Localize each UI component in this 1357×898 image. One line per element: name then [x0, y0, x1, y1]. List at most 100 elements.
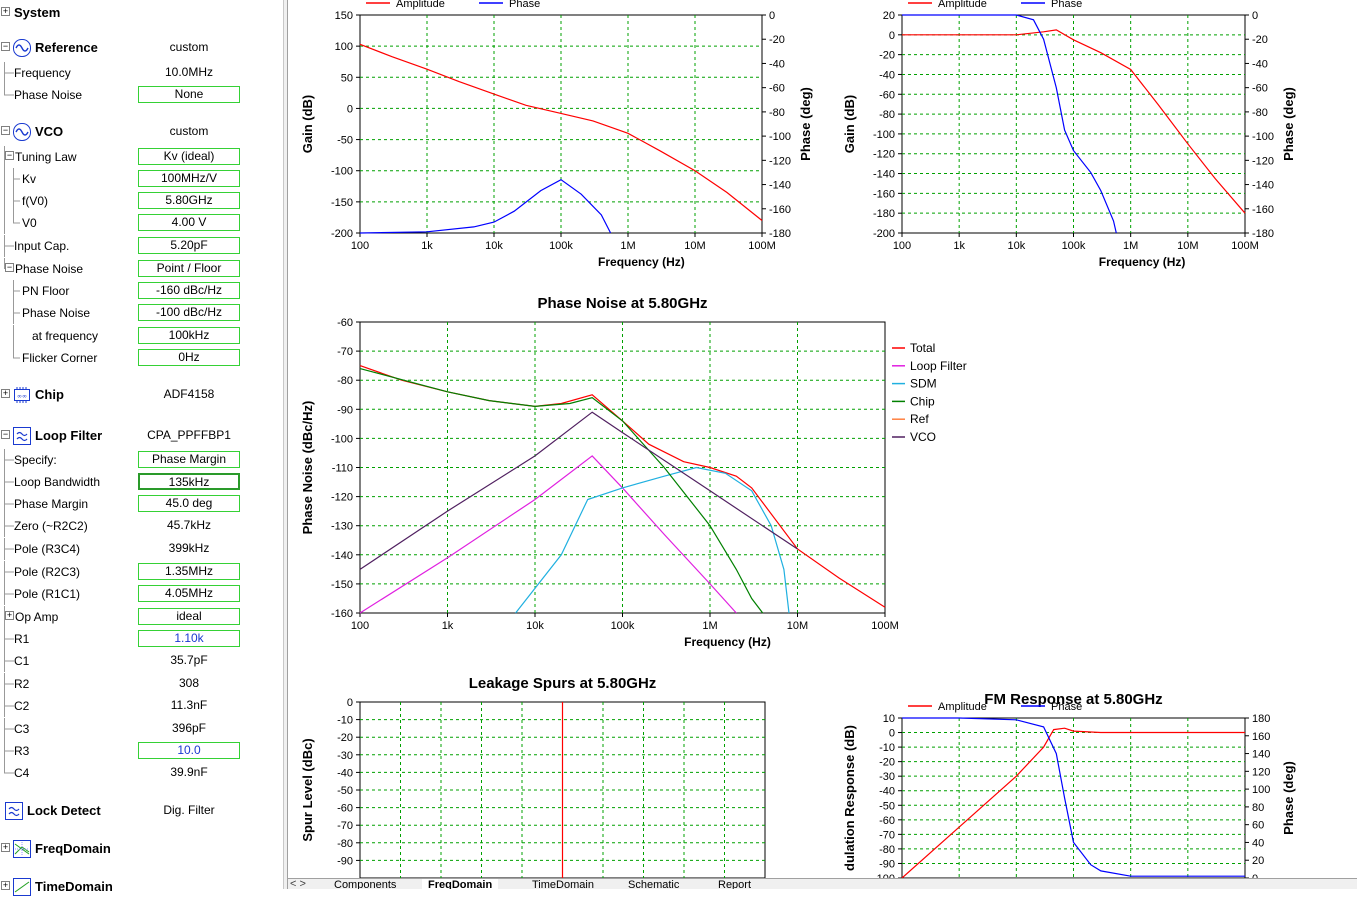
collapse-icon[interactable]: −	[5, 150, 14, 160]
prop-value-editable[interactable]: 1.35MHz	[138, 563, 240, 580]
prop-value: 11.3nF	[170, 698, 208, 712]
graph-icon	[13, 878, 31, 896]
prop-op-amp[interactable]: + Op Amp ideal	[0, 606, 283, 628]
collapse-icon[interactable]: −	[1, 429, 10, 439]
tree-node-loop-filter[interactable]: − Loop Filter CPA_PPFFBP1	[0, 425, 283, 447]
prop-pole-r2c3[interactable]: Pole (R2C3) 1.35MHz	[0, 561, 283, 583]
prop-value-editable[interactable]: 5.20pF	[138, 237, 240, 254]
prop-label: Specify:	[14, 453, 57, 467]
open_loop-x-axis-label: Frequency (Hz)	[598, 255, 685, 269]
tree-node-lock-detect[interactable]: Lock Detect Dig. Filter	[0, 800, 283, 822]
prop-at-frequency[interactable]: at frequency 100kHz	[0, 325, 283, 347]
fm_response-y2-tick-label: 60	[1252, 820, 1264, 832]
phase_noise-legend-label: Ref	[910, 412, 929, 426]
prop-c2[interactable]: C2 11.3nF	[0, 695, 283, 717]
prop-value-editable[interactable]: 45.0 deg	[138, 495, 240, 512]
prop-value-editable[interactable]: -100 dBc/Hz	[138, 304, 240, 321]
prop-label: C3	[14, 722, 30, 736]
tree-node-timedomain[interactable]: + TimeDomain	[0, 876, 283, 898]
expand-icon[interactable]: +	[5, 610, 14, 620]
tree-node-system[interactable]: + System	[0, 2, 283, 24]
prop-loop-bandwidth[interactable]: Loop Bandwidth 135kHz	[0, 471, 283, 493]
tree-node-label: Lock Detect	[27, 803, 101, 818]
tab-report[interactable]: Report	[718, 879, 752, 889]
expand-icon[interactable]: +	[1, 842, 10, 852]
tab-scroll-buttons[interactable]: < >	[290, 878, 306, 889]
prop-vco-phase-noise[interactable]: − Phase Noise Point / Floor	[0, 258, 283, 280]
prop-value-editable[interactable]: 10.0	[138, 742, 240, 759]
tree-node-vco[interactable]: − VCO custom	[0, 121, 283, 143]
open_loop-legend-label: Amplitude	[396, 0, 445, 10]
prop-c4[interactable]: C4 39.9nF	[0, 762, 283, 784]
prop-value-editable[interactable]: Phase Margin	[138, 451, 240, 468]
prop-value-editable[interactable]: 0Hz	[138, 349, 240, 366]
spurs-y-tick-label: -40	[337, 767, 353, 779]
prop-label: Pole (R2C3)	[14, 565, 81, 579]
prop-value-editable[interactable]: 1.10k	[138, 630, 240, 647]
prop-value-editable[interactable]: Point / Floor	[138, 260, 240, 277]
tab-schematic[interactable]: Schematic	[628, 879, 680, 889]
prop-label: Pole (R3C4)	[14, 542, 81, 556]
prop-label: R2	[14, 677, 30, 691]
prop-phase-noise[interactable]: Phase Noise None	[0, 84, 283, 106]
tab-freqdomain[interactable]: FreqDomain	[422, 879, 499, 889]
closed_loop-y2-tick-label: -120	[1252, 155, 1274, 167]
spurs-y-tick-label: -20	[337, 732, 353, 744]
tree-node-reference[interactable]: − Reference custom	[0, 37, 283, 59]
tree-node-chip[interactable]: + ∞∞ Chip ADF4158	[0, 384, 283, 406]
prop-value-editable[interactable]: -160 dBc/Hz	[138, 282, 240, 299]
prop-value-editable[interactable]: 5.80GHz	[138, 192, 240, 209]
prop-pole-r1c1[interactable]: Pole (R1C1) 4.05MHz	[0, 583, 283, 605]
sine-source-icon	[13, 39, 31, 57]
prop-pn-floor[interactable]: PN Floor -160 dBc/Hz	[0, 280, 283, 302]
prop-tuning-law[interactable]: − Tuning Law Kv (ideal)	[0, 146, 283, 168]
prop-value-editable[interactable]: Kv (ideal)	[138, 148, 240, 165]
open_loop-y2-tick-label: -80	[769, 107, 785, 119]
expand-icon[interactable]: +	[1, 6, 10, 16]
tree-line	[4, 583, 14, 605]
prop-value: 45.7kHz	[166, 518, 212, 532]
prop-flicker-corner[interactable]: Flicker Corner 0Hz	[0, 347, 283, 369]
prop-specify[interactable]: Specify: Phase Margin	[0, 449, 283, 471]
collapse-icon[interactable]: −	[1, 125, 10, 135]
prop-input-cap[interactable]: Input Cap. 5.20pF	[0, 235, 283, 257]
closed_loop-y-tick-label: -120	[873, 149, 895, 161]
prop-phase-margin[interactable]: Phase Margin 45.0 deg	[0, 493, 283, 515]
phase_noise-y-tick-label: -60	[337, 317, 353, 329]
prop-value-editable[interactable]: 100MHz/V	[138, 170, 240, 187]
tab-timedomain[interactable]: TimeDomain	[532, 879, 594, 889]
fm_response-series-amplitude	[901, 727, 1245, 879]
prop-pole-r3c4[interactable]: Pole (R3C4) 399kHz	[0, 538, 283, 560]
tree-node-freqdomain[interactable]: + FreqDomain	[0, 838, 283, 860]
tab-components[interactable]: Components	[334, 879, 397, 889]
closed_loop-x-tick-label: 1M	[1123, 240, 1138, 252]
closed_loop-y-tick-label: -160	[873, 188, 895, 200]
prop-r1[interactable]: R1 1.10k	[0, 628, 283, 650]
open_loop-y2-tick-label: -40	[769, 58, 785, 70]
prop-phase-noise-point[interactable]: Phase Noise -100 dBc/Hz	[0, 302, 283, 324]
collapse-icon[interactable]: −	[1, 41, 10, 51]
prop-c1[interactable]: C1 35.7pF	[0, 650, 283, 672]
prop-value-editable[interactable]: None	[138, 86, 240, 103]
prop-value-editable[interactable]: 4.00 V	[138, 214, 240, 231]
prop-f-v0[interactable]: f(V0) 5.80GHz	[0, 190, 283, 212]
prop-zero[interactable]: Zero (~R2C2) 45.7kHz	[0, 515, 283, 537]
prop-label: C1	[14, 654, 30, 668]
prop-value-editable[interactable]: 135kHz	[138, 473, 240, 490]
prop-r3[interactable]: R3 10.0	[0, 740, 283, 762]
prop-value-editable[interactable]: 4.05MHz	[138, 585, 240, 602]
prop-v0[interactable]: V0 4.00 V	[0, 212, 283, 234]
tree-line	[4, 650, 14, 672]
prop-r2[interactable]: R2 308	[0, 673, 283, 695]
prop-c3[interactable]: C3 396pF	[0, 718, 283, 740]
prop-kv[interactable]: Kv 100MHz/V	[0, 168, 283, 190]
prop-frequency[interactable]: Frequency 10.0MHz	[0, 62, 283, 84]
phase_noise-legend-label: VCO	[910, 430, 936, 444]
prop-value-editable[interactable]: 100kHz	[138, 327, 240, 344]
closed_loop-x-tick-label: 100	[893, 240, 911, 252]
open_loop-x-tick-label: 100k	[549, 240, 573, 252]
collapse-icon[interactable]: −	[5, 262, 14, 272]
splitter-handle[interactable]	[283, 0, 288, 889]
prop-value-editable[interactable]: ideal	[138, 608, 240, 625]
expand-icon[interactable]: +	[1, 388, 10, 398]
